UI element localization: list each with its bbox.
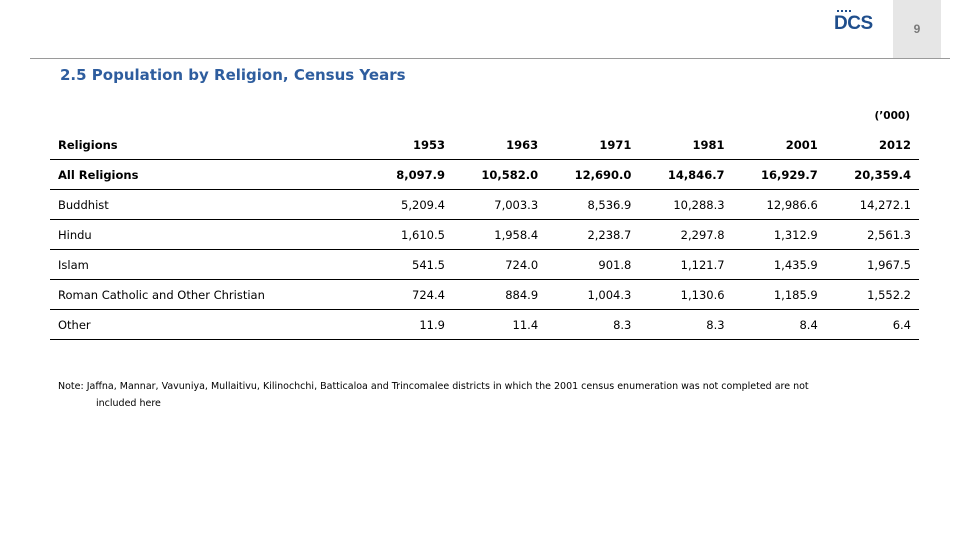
table-cell: 1,435.9	[732, 249, 826, 280]
column-header-2012: 2012	[825, 130, 919, 160]
table-cell: 6.4	[825, 309, 919, 340]
table-cell: 724.4	[370, 279, 453, 310]
table-cell: 8.3	[546, 309, 640, 340]
table-cell: 11.9	[370, 309, 453, 340]
table-cell: 12,986.6	[732, 189, 826, 220]
logo-dots	[837, 10, 851, 13]
table-cell: 12,690.0	[546, 159, 640, 190]
table-row: Islam 541.5 724.0 901.8 1,121.7 1,435.9 …	[50, 249, 919, 280]
table-cell: 7,003.3	[452, 189, 547, 220]
page-title: 2.5 Population by Religion, Census Years	[60, 66, 406, 84]
table-cell: 8,097.9	[370, 159, 453, 190]
table-cell: 541.5	[370, 249, 453, 280]
table-cell: 2,238.7	[546, 219, 640, 250]
column-header-1963: 1963	[452, 130, 547, 160]
table-cell: 20,359.4	[825, 159, 919, 190]
table-cell: 8.4	[732, 309, 826, 340]
table-cell: 14,272.1	[825, 189, 919, 220]
table-cell: 901.8	[546, 249, 640, 280]
table-cell: 1,185.9	[732, 279, 826, 310]
table-cell: 1,121.7	[639, 249, 733, 280]
table-cell: 10,288.3	[639, 189, 733, 220]
row-label: Other	[50, 309, 370, 340]
column-header-1953: 1953	[370, 130, 453, 160]
footnote: Note: Jaffna, Mannar, Vavuniya, Mullaiti…	[58, 378, 918, 412]
table-cell: 724.0	[452, 249, 547, 280]
table-row: Other 11.9 11.4 8.3 8.3 8.4 6.4	[50, 309, 919, 340]
table-cell: 16,929.7	[732, 159, 826, 190]
table-row: Buddhist 5,209.4 7,003.3 8,536.9 10,288.…	[50, 189, 919, 220]
table-cell: 1,967.5	[825, 249, 919, 280]
table-cell: 1,312.9	[732, 219, 826, 250]
table-cell: 1,552.2	[825, 279, 919, 310]
table-cell: 1,958.4	[452, 219, 547, 250]
table-cell: 2,297.8	[639, 219, 733, 250]
row-label: Hindu	[50, 219, 370, 250]
row-label: Islam	[50, 249, 370, 280]
row-label: All Religions	[50, 159, 370, 190]
table-cell: 5,209.4	[370, 189, 453, 220]
column-header-1981: 1981	[639, 130, 733, 160]
table-cell: 1,004.3	[546, 279, 640, 310]
column-header-1971: 1971	[546, 130, 640, 160]
column-header-2001: 2001	[732, 130, 826, 160]
table-cell: 8,536.9	[546, 189, 640, 220]
table-row: Hindu 1,610.5 1,958.4 2,238.7 2,297.8 1,…	[50, 219, 919, 250]
logo-text: DCS	[834, 13, 873, 34]
table-cell: 2,561.3	[825, 219, 919, 250]
footnote-line-2: included here	[96, 398, 161, 409]
table-cell: 1,610.5	[370, 219, 453, 250]
population-table: Religions 1953 1963 1971 1981 2001 2012 …	[50, 130, 919, 340]
table-row: All Religions 8,097.9 10,582.0 12,690.0 …	[50, 159, 919, 190]
footnote-line-1: Note: Jaffna, Mannar, Vavuniya, Mullaiti…	[58, 381, 809, 392]
table-cell: 11.4	[452, 309, 547, 340]
page-number: 9	[893, 0, 941, 58]
header-divider	[30, 58, 950, 59]
units-label: (’000)	[874, 110, 910, 122]
row-label: Buddhist	[50, 189, 370, 220]
table-cell: 10,582.0	[452, 159, 547, 190]
column-header-religions: Religions	[50, 130, 370, 160]
dcs-logo: DCS	[834, 10, 882, 36]
table-row: Roman Catholic and Other Christian 724.4…	[50, 279, 919, 310]
table-cell: 1,130.6	[639, 279, 733, 310]
table-cell: 884.9	[452, 279, 547, 310]
table-cell: 8.3	[639, 309, 733, 340]
table-header-row: Religions 1953 1963 1971 1981 2001 2012	[50, 130, 919, 160]
table-cell: 14,846.7	[639, 159, 733, 190]
row-label: Roman Catholic and Other Christian	[50, 279, 370, 310]
